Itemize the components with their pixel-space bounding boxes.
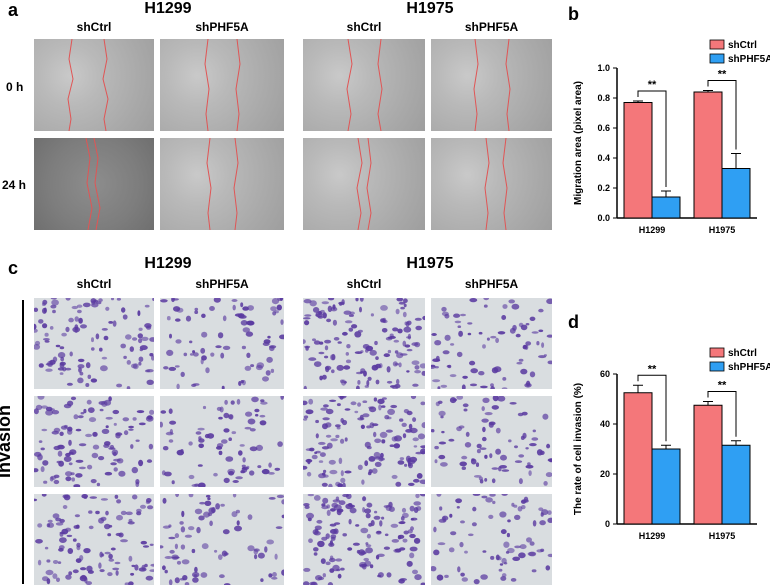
y-tick-label: 0 — [605, 519, 610, 529]
panel-c-title-h1975: H1975 — [406, 255, 454, 272]
migration-image-h1975-shctrl-0h — [303, 39, 425, 131]
chart-d: 0 20 40 60 The rate of cell invasion (%) ** H1… — [573, 347, 770, 541]
y-tick-label: 1.0 — [597, 63, 610, 73]
bar-shCtrl-H1299 — [623, 102, 653, 219]
bar-shPHF5A-H1975 — [721, 444, 751, 525]
bar-shCtrl-H1975 — [693, 404, 723, 525]
migration-image-h1299-shphf5a-24h — [160, 138, 284, 230]
invasion-image — [431, 494, 552, 585]
panel-a-col-4: shPHF5A — [464, 20, 519, 34]
panel-a-letter: a — [8, 0, 19, 20]
significance-bracket — [637, 90, 667, 187]
y-tick-label: 0.8 — [597, 93, 610, 103]
panel-a-title-h1975: H1975 — [406, 0, 454, 17]
y-tick-label: 0.0 — [597, 213, 610, 223]
invasion-image — [160, 298, 284, 389]
significance-label: ** — [648, 363, 657, 375]
significance-label: ** — [648, 79, 657, 91]
bar-shPHF5A-H1975 — [721, 168, 751, 219]
x-tick-label: H1299 — [639, 531, 666, 541]
y-tick-label: 60 — [600, 369, 610, 379]
panel-a-row-24h: 24 h — [2, 178, 27, 192]
panel-d-letter: d — [568, 312, 579, 332]
significance-label: ** — [718, 69, 727, 81]
significance-bracket — [637, 374, 667, 442]
panel-c-col-2: shPHF5A — [195, 277, 249, 291]
significance-label: ** — [718, 380, 727, 392]
migration-image-h1299-shctrl-24h — [34, 138, 154, 230]
y-tick-label: 0.6 — [597, 123, 610, 133]
legend-label-shPHF5A: shPHF5A — [728, 362, 770, 373]
significance-bracket — [707, 391, 737, 437]
migration-image-h1299-shphf5a-0h — [160, 39, 284, 131]
bar-shCtrl-H1975 — [693, 91, 723, 219]
invasion-image — [160, 494, 284, 585]
panel-a-col-2: shPHF5A — [195, 20, 249, 34]
y-tick-label: 40 — [600, 419, 610, 429]
legend-swatch-shPHF5A — [709, 53, 725, 64]
invasion-image — [34, 396, 154, 487]
panel-a-title-h1299: H1299 — [144, 0, 192, 17]
chart-b: 0.0 0.2 0.4 0.6 0.8 1.0 Migration area (pixel … — [573, 39, 770, 235]
panel-c-col-3: shCtrl — [346, 277, 382, 291]
legend-label-shPHF5A: shPHF5A — [728, 54, 770, 65]
invasion-bracket-line — [22, 300, 24, 584]
invasion-image — [303, 396, 425, 487]
significance-bracket — [707, 80, 737, 150]
invasion-image — [160, 396, 284, 487]
panel-a-row-0h: 0 h — [6, 80, 24, 94]
y-tick-label: 20 — [600, 469, 610, 479]
panel-a-col-3: shCtrl — [346, 20, 382, 34]
y-tick-label: 0.2 — [597, 183, 610, 193]
invasion-side-label: Invasion — [0, 404, 14, 478]
bar-shPHF5A-H1299 — [651, 196, 681, 219]
invasion-image — [34, 298, 154, 389]
invasion-image — [34, 494, 154, 585]
panel-c-col-1: shCtrl — [76, 277, 112, 291]
migration-image-h1299-shctrl-0h — [34, 39, 154, 131]
legend-label-shCtrl: shCtrl — [728, 40, 757, 51]
x-tick-label: H1975 — [709, 531, 736, 541]
y-tick-label: 0.4 — [597, 153, 610, 163]
migration-image-h1975-shctrl-24h — [303, 138, 425, 230]
panel-c-title-h1299: H1299 — [144, 255, 192, 272]
migration-image-h1975-shphf5a-0h — [431, 39, 552, 131]
legend-label-shCtrl: shCtrl — [728, 348, 757, 359]
bar-shPHF5A-H1299 — [651, 448, 681, 525]
invasion-image — [431, 298, 552, 389]
y-axis-label: Migration area (pixel area) — [573, 81, 584, 205]
legend-swatch-shCtrl — [709, 39, 725, 50]
legend-swatch-shPHF5A — [709, 361, 725, 372]
invasion-image — [303, 298, 425, 389]
panel-a-col-1: shCtrl — [76, 20, 112, 34]
bar-shCtrl-H1299 — [623, 392, 653, 525]
legend-swatch-shCtrl — [709, 347, 725, 358]
x-tick-label: H1975 — [709, 225, 736, 235]
invasion-image — [303, 494, 425, 585]
panel-c-letter: c — [8, 258, 19, 278]
panel-b-letter: b — [568, 4, 579, 24]
y-axis-label: The rate of cell invasion (%) — [573, 383, 584, 515]
invasion-image — [431, 396, 552, 487]
panel-c-col-4: shPHF5A — [464, 277, 519, 291]
x-tick-label: H1299 — [639, 225, 666, 235]
migration-image-h1975-shphf5a-24h — [431, 138, 552, 230]
